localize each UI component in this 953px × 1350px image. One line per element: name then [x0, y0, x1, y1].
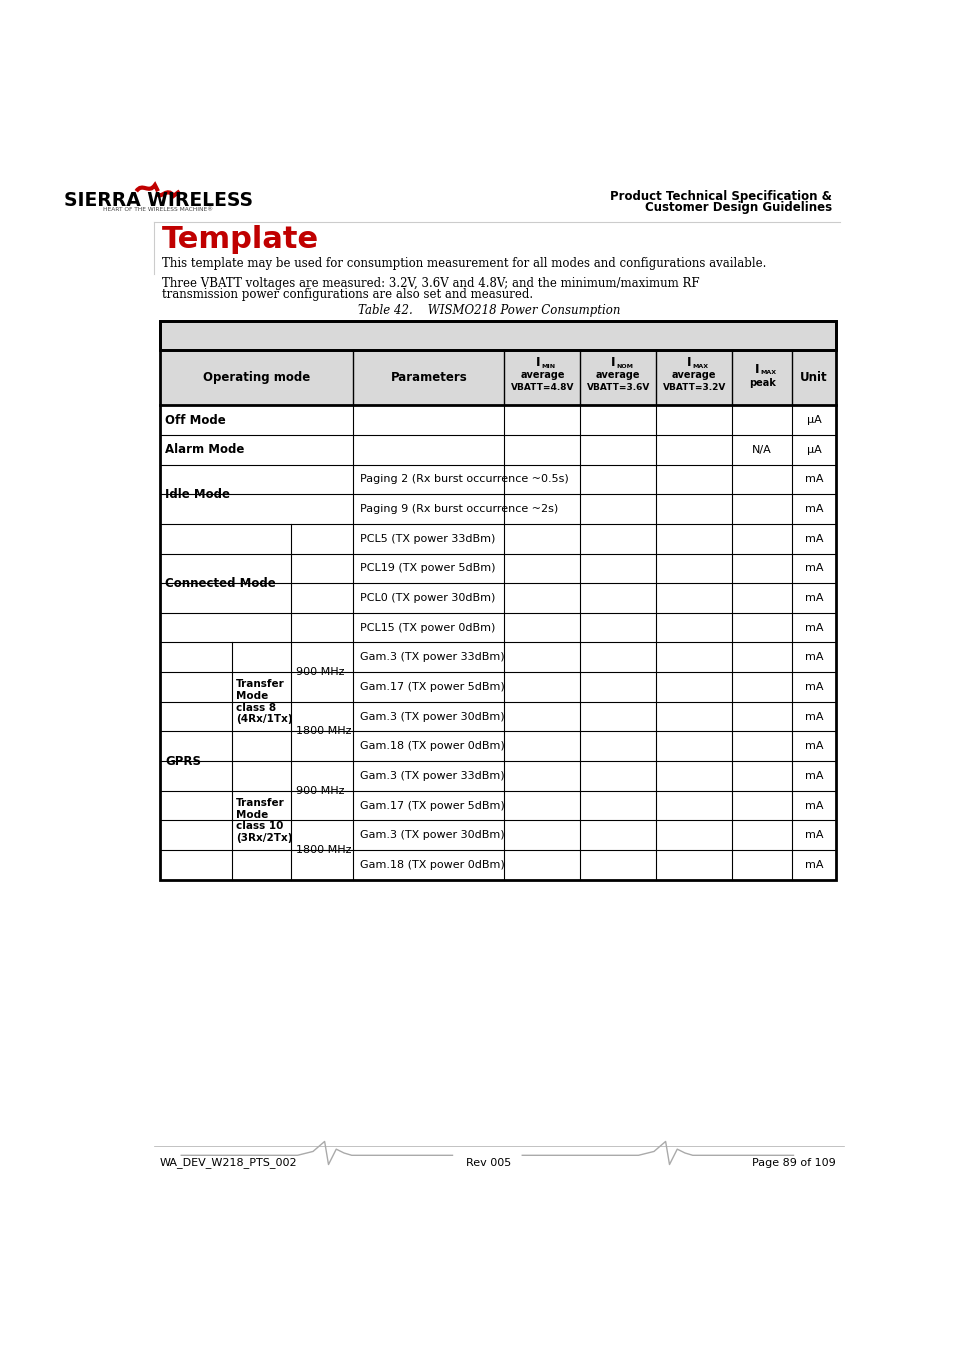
Text: Product Technical Specification &: Product Technical Specification &: [610, 190, 831, 202]
Text: VBATT=3.6V: VBATT=3.6V: [586, 383, 649, 392]
Text: 1800 MHz: 1800 MHz: [295, 726, 351, 736]
Text: 900 MHz: 900 MHz: [295, 786, 344, 795]
Text: Transfer
Mode
class 8
(4Rx/1Tx): Transfer Mode class 8 (4Rx/1Tx): [236, 679, 293, 724]
Text: mA: mA: [804, 711, 822, 722]
Text: 1800 MHz: 1800 MHz: [295, 845, 351, 855]
Text: mA: mA: [804, 682, 822, 693]
Bar: [159, 850, 835, 880]
Text: Connected Mode: Connected Mode: [165, 576, 275, 590]
Text: Unit: Unit: [800, 371, 827, 385]
Text: mA: mA: [804, 830, 822, 840]
Text: Paging 2 (Rx burst occurrence ~0.5s): Paging 2 (Rx burst occurrence ~0.5s): [359, 474, 568, 485]
Bar: [159, 554, 835, 583]
Bar: [159, 791, 835, 821]
Text: I: I: [610, 356, 615, 370]
Bar: [159, 350, 835, 405]
Text: WISMO218 Power Consumption: WISMO218 Power Consumption: [374, 328, 620, 343]
Text: Gam.3 (TX power 33dBm): Gam.3 (TX power 33dBm): [359, 652, 503, 663]
Text: Parameters: Parameters: [390, 371, 467, 385]
Text: mA: mA: [804, 474, 822, 485]
Text: Idle Mode: Idle Mode: [165, 487, 230, 501]
Text: Customer Design Guidelines: Customer Design Guidelines: [644, 201, 831, 213]
Text: mA: mA: [804, 652, 822, 663]
Text: mA: mA: [804, 801, 822, 810]
Text: MAX: MAX: [760, 370, 776, 375]
Text: Transfer
Mode
class 10
(3Rx/2Tx): Transfer Mode class 10 (3Rx/2Tx): [236, 798, 293, 842]
Text: Gam.3 (TX power 30dBm): Gam.3 (TX power 30dBm): [359, 830, 503, 840]
Bar: [159, 321, 835, 880]
Text: mA: mA: [804, 504, 822, 514]
Text: I: I: [686, 356, 690, 370]
Bar: [159, 524, 835, 554]
Bar: [159, 435, 835, 464]
Text: mA: mA: [804, 741, 822, 751]
Bar: [159, 761, 835, 791]
Text: VBATT=3.2V: VBATT=3.2V: [662, 383, 725, 392]
Bar: [159, 643, 835, 672]
Text: average: average: [671, 370, 716, 381]
Text: PCL0 (TX power 30dBm): PCL0 (TX power 30dBm): [359, 593, 495, 603]
Text: This template may be used for consumption measurement for all modes and configur: This template may be used for consumptio…: [162, 256, 765, 270]
Text: Gam.17 (TX power 5dBm): Gam.17 (TX power 5dBm): [359, 682, 504, 693]
Text: Gam.17 (TX power 5dBm): Gam.17 (TX power 5dBm): [359, 801, 504, 810]
Text: mA: mA: [804, 533, 822, 544]
Text: WA_DEV_W218_PTS_002: WA_DEV_W218_PTS_002: [159, 1157, 297, 1169]
Text: μA: μA: [806, 416, 821, 425]
Text: mA: mA: [804, 622, 822, 633]
Text: mA: mA: [804, 771, 822, 780]
Text: PCL5 (TX power 33dBm): PCL5 (TX power 33dBm): [359, 533, 495, 544]
Text: average: average: [519, 370, 564, 381]
Text: GPRS: GPRS: [165, 755, 201, 768]
Bar: [159, 613, 835, 643]
Text: Rev 005: Rev 005: [466, 1158, 511, 1168]
Text: Gam.3 (TX power 33dBm): Gam.3 (TX power 33dBm): [359, 771, 503, 780]
Text: I: I: [535, 356, 539, 370]
Text: μA: μA: [806, 444, 821, 455]
Text: average: average: [596, 370, 639, 381]
Text: NOM: NOM: [617, 363, 633, 369]
Text: N/A: N/A: [752, 444, 771, 455]
Bar: [159, 494, 835, 524]
Bar: [159, 732, 835, 761]
Text: Template: Template: [162, 224, 318, 254]
Text: Operating mode: Operating mode: [203, 371, 310, 385]
Text: mA: mA: [804, 860, 822, 869]
Text: Gam.18 (TX power 0dBm): Gam.18 (TX power 0dBm): [359, 741, 504, 751]
Text: Off Mode: Off Mode: [165, 413, 226, 427]
Text: I: I: [754, 363, 759, 377]
Bar: [159, 321, 835, 350]
Text: peak: peak: [748, 378, 775, 387]
Text: Gam.18 (TX power 0dBm): Gam.18 (TX power 0dBm): [359, 860, 504, 869]
Text: mA: mA: [804, 563, 822, 574]
Bar: [159, 702, 835, 732]
Text: transmission power configurations are also set and measured.: transmission power configurations are al…: [162, 288, 533, 301]
Text: mA: mA: [804, 593, 822, 603]
Text: PCL19 (TX power 5dBm): PCL19 (TX power 5dBm): [359, 563, 495, 574]
Bar: [159, 821, 835, 850]
Text: VBATT=4.8V: VBATT=4.8V: [510, 383, 574, 392]
Bar: [159, 405, 835, 435]
Text: 900 MHz: 900 MHz: [295, 667, 344, 678]
Text: Gam.3 (TX power 30dBm): Gam.3 (TX power 30dBm): [359, 711, 503, 722]
Text: HEART OF THE WIRELESS MACHINE®: HEART OF THE WIRELESS MACHINE®: [103, 208, 213, 212]
Text: Table 42.    WISMO218 Power Consumption: Table 42. WISMO218 Power Consumption: [357, 304, 619, 317]
Bar: [159, 464, 835, 494]
Text: Page 89 of 109: Page 89 of 109: [752, 1158, 835, 1168]
Text: Three VBATT voltages are measured: 3.2V, 3.6V and 4.8V; and the minimum/maximum : Three VBATT voltages are measured: 3.2V,…: [162, 277, 699, 290]
Text: Paging 9 (Rx burst occurrence ~2s): Paging 9 (Rx burst occurrence ~2s): [359, 504, 558, 514]
Text: MIN: MIN: [541, 363, 556, 369]
Text: Alarm Mode: Alarm Mode: [165, 443, 244, 456]
Bar: [159, 583, 835, 613]
Text: MAX: MAX: [692, 363, 708, 369]
Text: PCL15 (TX power 0dBm): PCL15 (TX power 0dBm): [359, 622, 495, 633]
Bar: [159, 672, 835, 702]
Text: SIERRA WIRELESS: SIERRA WIRELESS: [64, 190, 253, 211]
